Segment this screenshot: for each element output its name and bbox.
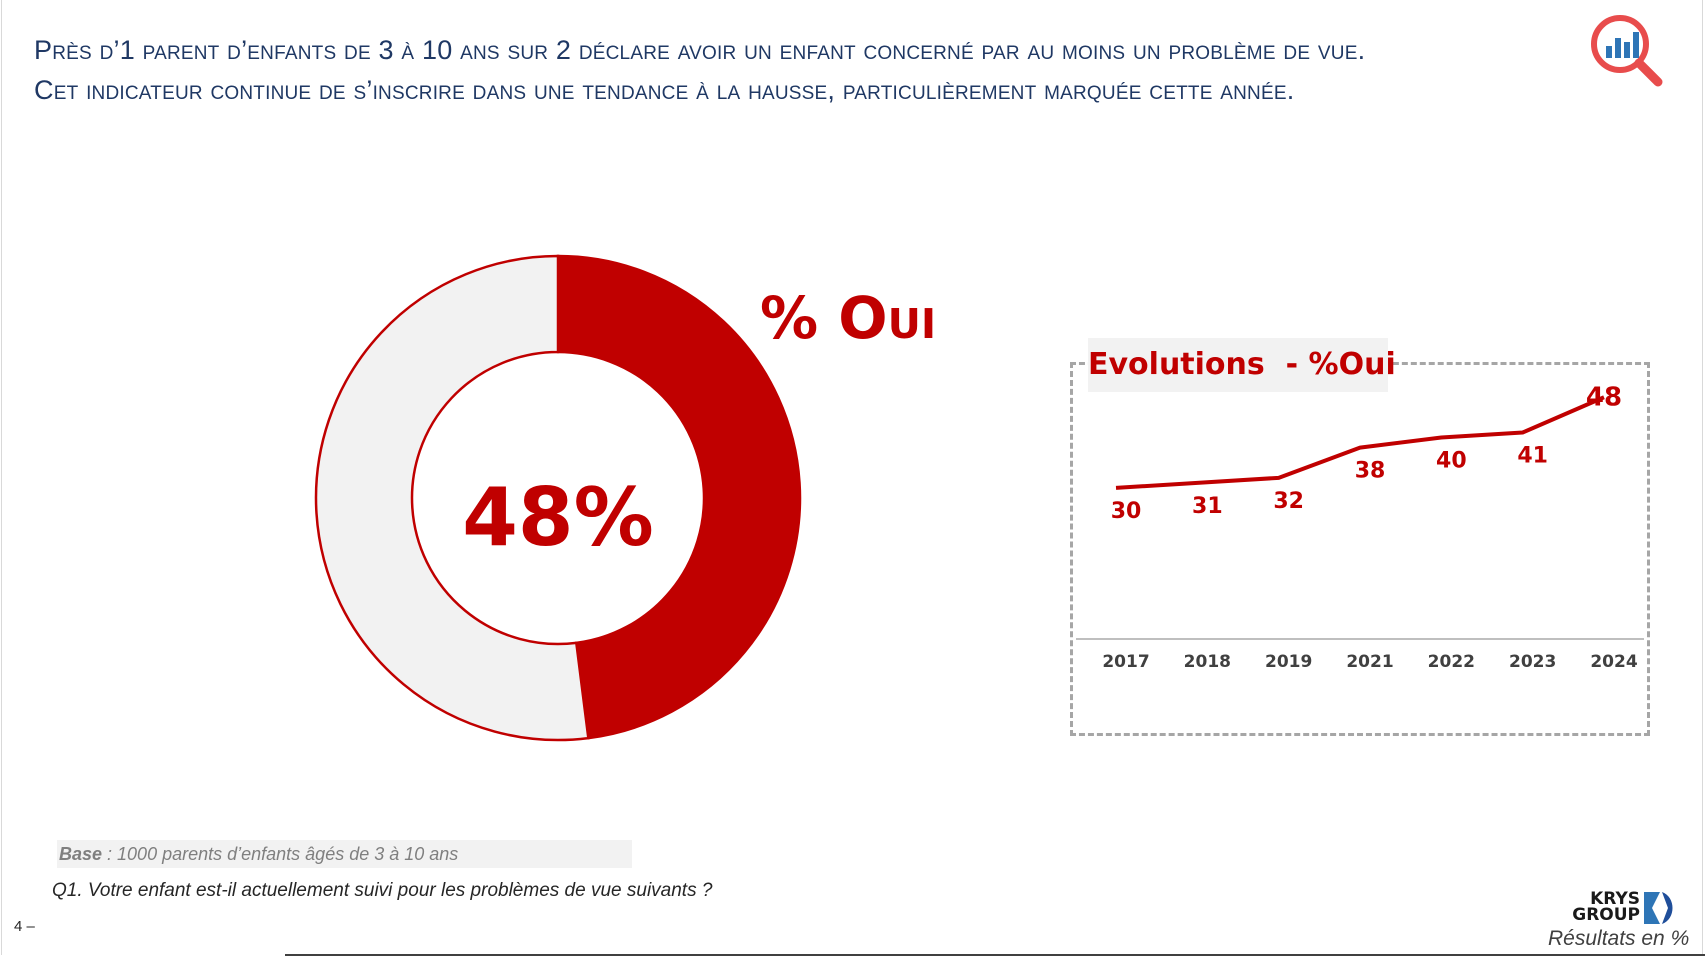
logo-line-2: GROUP bbox=[1572, 905, 1640, 925]
x-tick-2019: 2019 bbox=[1265, 652, 1312, 672]
data-label-2024: 48 bbox=[1586, 382, 1622, 412]
x-tick-2022: 2022 bbox=[1428, 652, 1475, 672]
title-line-2: Cet indicateur continue de s’inscrire da… bbox=[34, 75, 1295, 105]
x-tick-2023: 2023 bbox=[1509, 652, 1556, 672]
search-chart-icon bbox=[1591, 15, 1663, 87]
data-label-2021: 38 bbox=[1355, 459, 1386, 484]
evolution-title: Evolutions - %Oui bbox=[1088, 338, 1396, 392]
page-number: 4 – bbox=[14, 918, 35, 935]
krys-logo-mark-icon bbox=[1644, 892, 1673, 924]
data-label-2018: 31 bbox=[1192, 494, 1223, 519]
base-label: Base bbox=[59, 844, 103, 864]
logo-line-1: KRYS bbox=[1590, 889, 1640, 909]
question-text: Q1. Votre enfant est-il actuellement sui… bbox=[52, 880, 713, 901]
data-label-2017: 30 bbox=[1111, 499, 1142, 524]
x-tick-2017: 2017 bbox=[1102, 652, 1149, 672]
bottom-rule bbox=[285, 954, 1705, 956]
x-tick-2018: 2018 bbox=[1184, 652, 1231, 672]
donut-center-value: 48% bbox=[462, 471, 653, 564]
line-data-labels: 30 31 32 38 40 41 48 bbox=[1111, 382, 1622, 524]
donut-slices bbox=[314, 254, 802, 742]
base-note: Base : 1000 parents d’enfants âgés de 3 … bbox=[57, 840, 632, 868]
x-tick-2021: 2021 bbox=[1346, 652, 1393, 672]
donut-series-label: % Oui bbox=[760, 284, 937, 352]
x-tick-labels: 2017 2018 2019 2021 2022 2023 2024 bbox=[1102, 652, 1637, 672]
krys-group-logo: KRYS GROUP bbox=[1568, 889, 1640, 925]
donut-slice-other bbox=[314, 254, 590, 742]
base-text: : 1000 parents d’enfants âgés de 3 à 10 … bbox=[102, 844, 459, 864]
line-series bbox=[1115, 395, 1605, 490]
data-label-2022: 40 bbox=[1436, 449, 1467, 474]
data-label-2019: 32 bbox=[1273, 489, 1304, 514]
donut-slice-oui bbox=[556, 254, 802, 740]
title-line-1: Près d’1 parent d’enfants de 3 à 10 ans … bbox=[34, 35, 1366, 65]
results-note: Résultats en % bbox=[1548, 927, 1690, 950]
x-tick-2024: 2024 bbox=[1590, 652, 1637, 672]
page-title: Près d’1 parent d’enfants de 3 à 10 ans … bbox=[34, 30, 1514, 110]
data-label-2023: 41 bbox=[1517, 444, 1548, 469]
donut-chart: 48% bbox=[314, 254, 802, 742]
line-series-oui bbox=[1115, 395, 1605, 490]
